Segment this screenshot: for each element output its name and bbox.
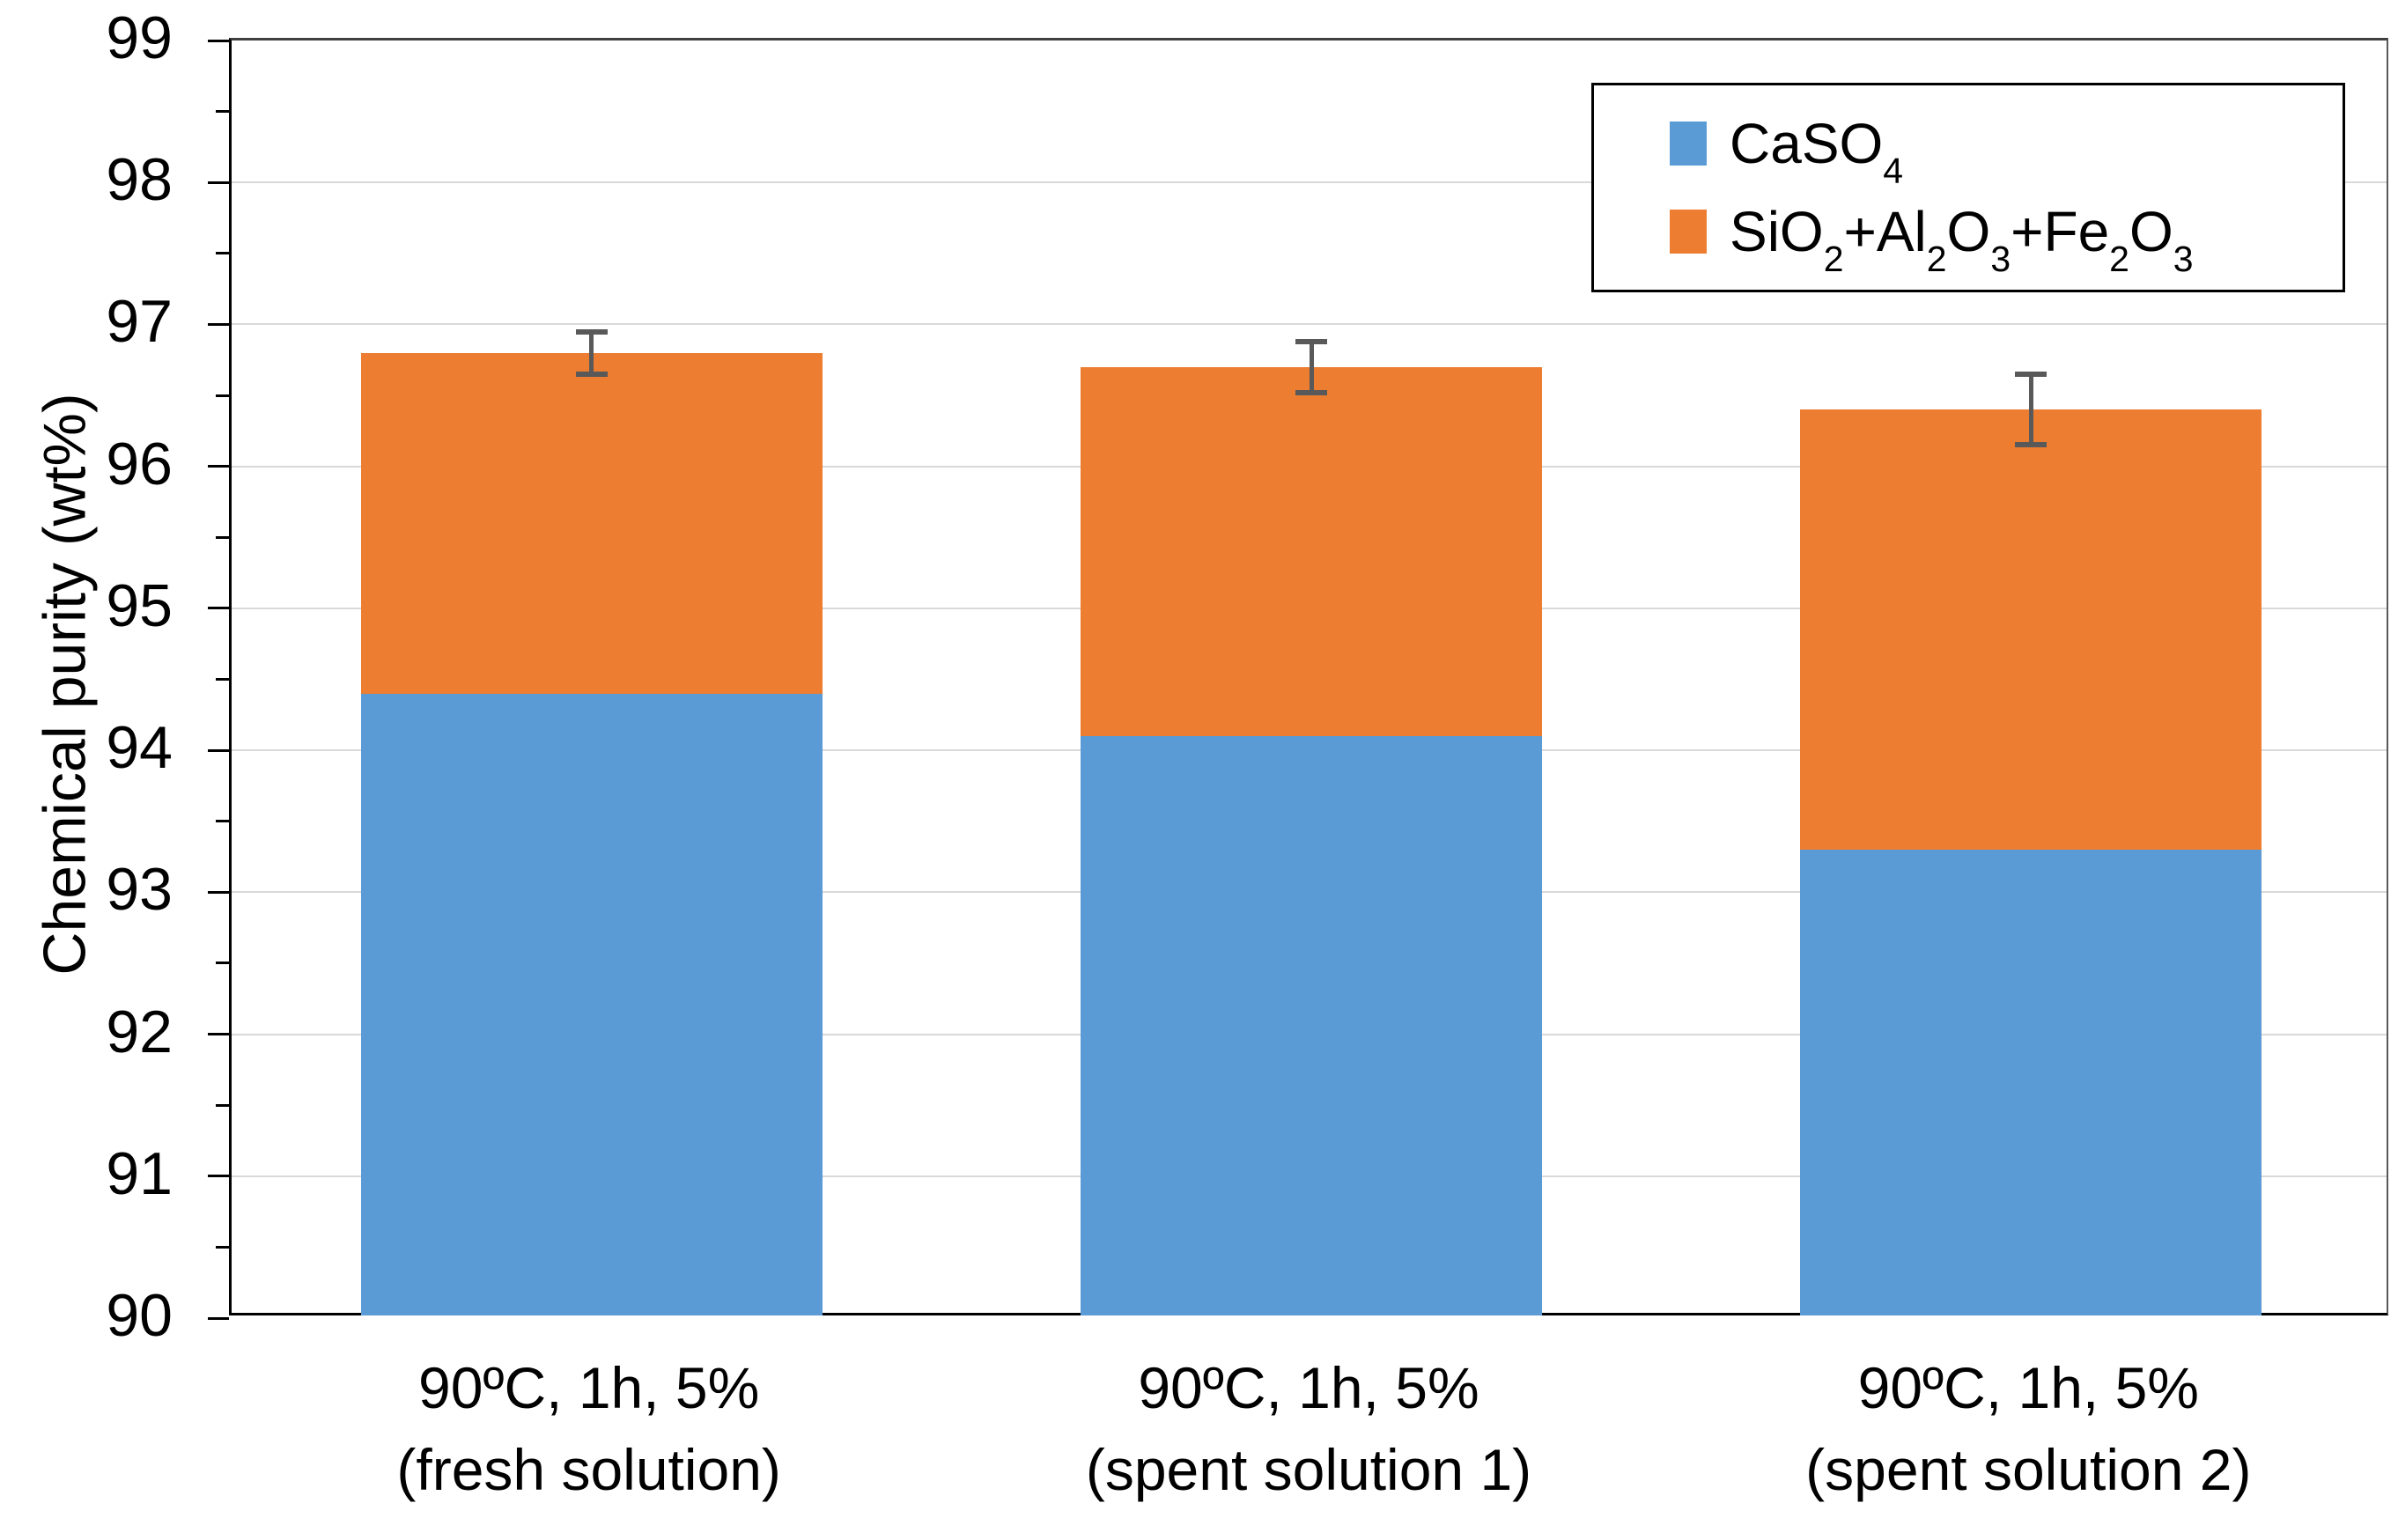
error-bar-top-cap [2015, 371, 2048, 377]
y-axis-minor-tick [216, 394, 229, 397]
y-axis-major-tick [208, 322, 229, 326]
y-axis-tick-label: 92 [106, 998, 173, 1065]
y-axis-major-tick [208, 748, 229, 752]
y-axis-tick-label: 96 [106, 430, 173, 497]
category-label-line1: 90ºC, 1h, 5% [417, 1355, 760, 1420]
error-bar-bottom-cap [1295, 389, 1327, 395]
bar-segment-sioalofeo [1800, 409, 2262, 850]
category-label-line2: (spent solution 1) [1085, 1437, 1532, 1502]
y-axis-tick-label: 93 [106, 856, 173, 924]
category-label-line1: 90ºC, 1h, 5% [1138, 1355, 1479, 1420]
y-axis-minor-tick [216, 1245, 229, 1249]
y-axis-tick-label: 97 [106, 288, 173, 356]
error-bar-top-cap [1295, 338, 1327, 344]
y-axis-major-tick [208, 1316, 229, 1320]
error-bar-bottom-cap [2015, 442, 2048, 448]
legend-swatch-icon [1670, 122, 1707, 166]
y-axis-major-tick [208, 1033, 229, 1036]
legend-series-label: SiO2+Al2O3+Fe2O3 [1730, 200, 2194, 279]
y-axis-tick-label: 98 [106, 146, 173, 214]
y-axis-title: Chemical purity (wt%) [31, 393, 99, 976]
y-axis-major-tick [208, 465, 229, 468]
category-label-line2: (fresh solution) [396, 1437, 781, 1502]
y-axis-minor-tick [216, 678, 229, 681]
y-axis-tick-label: 94 [106, 714, 173, 782]
y-axis-minor-tick [216, 252, 229, 255]
y-axis-minor-tick [216, 110, 229, 114]
legend-series-label: CaSO4 [1730, 112, 1904, 191]
y-axis-minor-tick [216, 820, 229, 823]
gridline [232, 181, 2387, 184]
y-axis-tick-label: 90 [106, 1282, 173, 1349]
bar-segment-sioalofeo [1081, 366, 1542, 736]
y-axis-tick-label: 95 [106, 571, 173, 639]
bar-segment-caso [360, 693, 823, 1315]
error-bar-top-cap [575, 328, 608, 335]
category-label: 90ºC, 1h, 5% (fresh solution) [229, 1347, 948, 1511]
gridline [232, 323, 2387, 326]
error-bar-stem [589, 331, 594, 374]
category-label: 90ºC, 1h, 5% (spent solution 1) [948, 1347, 1668, 1511]
category-label-line2: (spent solution 2) [1805, 1437, 2252, 1502]
category-label-line1: 90ºC, 1h, 5% [1857, 1355, 2199, 1420]
category-label: 90ºC, 1h, 5% (spent solution 2) [1669, 1347, 2388, 1511]
bar-segment-caso [1081, 735, 1542, 1315]
y-axis-major-tick [208, 607, 229, 610]
error-bar-stem [1309, 341, 1314, 393]
y-axis-major-tick [208, 890, 229, 894]
y-axis-major-tick [208, 39, 229, 42]
bar-segment-caso [1800, 849, 2262, 1315]
error-bar-bottom-cap [575, 371, 608, 377]
legend-item: CaSO4 [1670, 112, 2343, 191]
y-axis-minor-tick [216, 535, 229, 539]
bar-segment-sioalofeo [360, 352, 823, 694]
y-axis-tick-label: 99 [106, 4, 173, 71]
y-axis-tick-label: 91 [106, 1139, 173, 1207]
y-axis-major-tick [208, 1175, 229, 1178]
y-axis-major-tick [208, 181, 229, 184]
error-bar-stem [2028, 373, 2033, 446]
y-axis-minor-tick [216, 1103, 229, 1107]
plot-area [208, 38, 2388, 1320]
legend: CaSO4 SiO2+Al2O3+Fe2O3 [1591, 83, 2345, 292]
legend-swatch-icon [1670, 210, 1707, 254]
y-axis-minor-tick [216, 962, 229, 965]
legend-item: SiO2+Al2O3+Fe2O3 [1670, 200, 2343, 279]
